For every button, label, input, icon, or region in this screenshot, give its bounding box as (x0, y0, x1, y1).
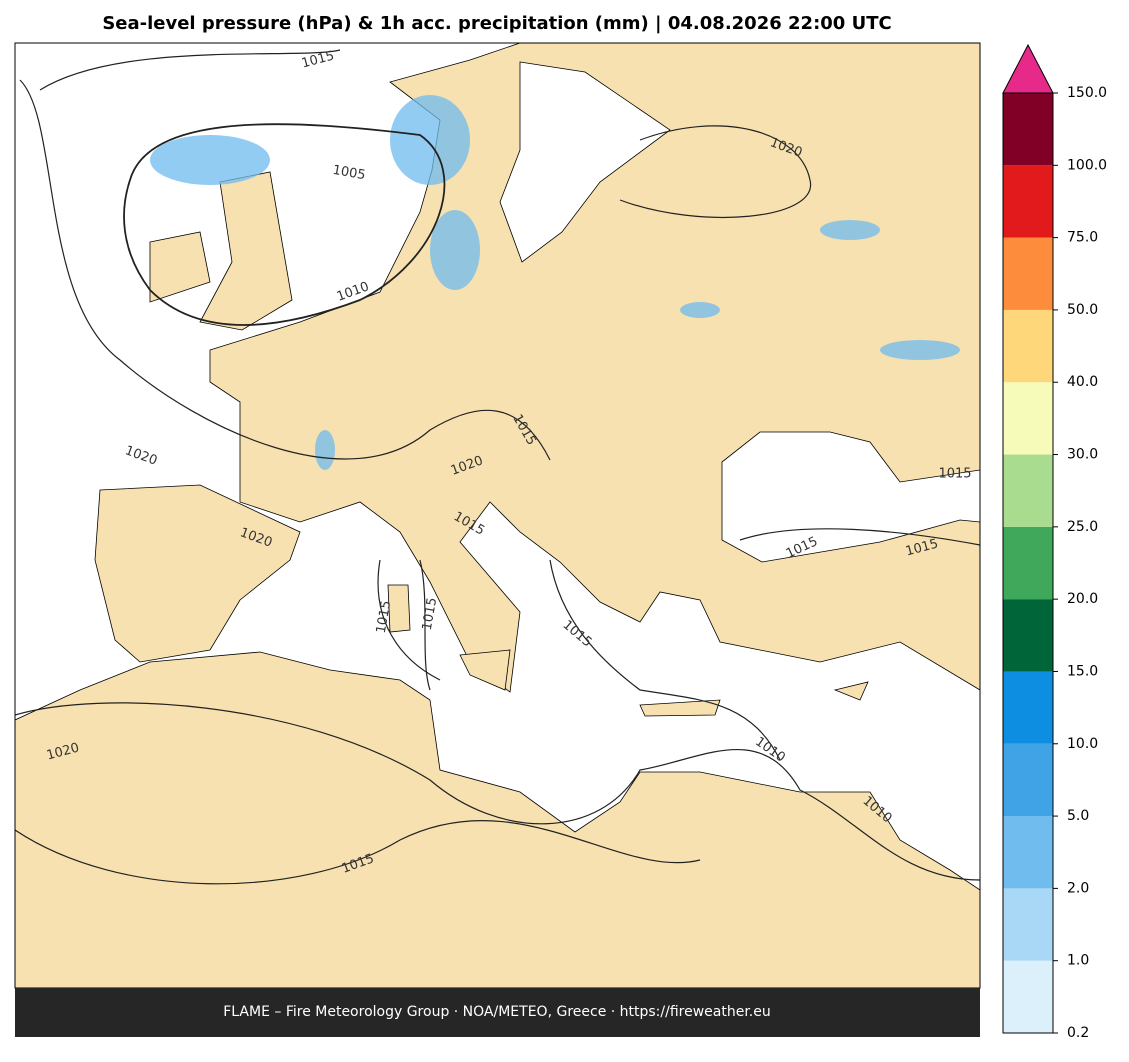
colorbar-frame (1002, 92, 1054, 1034)
colorbar-tick-label: 20.0 (1067, 591, 1098, 607)
colorbar-tick-label: 5.0 (1067, 808, 1089, 824)
footer-bar (15, 988, 980, 1037)
colorbar-swatch (1003, 165, 1053, 238)
isobar (377, 559, 781, 761)
colorbar-tick-label: 15.0 (1067, 663, 1098, 679)
colorbar-swatch (1003, 888, 1053, 961)
crete (639, 699, 721, 717)
colorbar-extend (1002, 43, 1054, 94)
isobar (15, 702, 980, 881)
precip-area (150, 135, 270, 185)
title: Sea-level pressure (hPa) & 1h acc. preci… (102, 13, 891, 34)
colorbar-tick-label: 1.0 (1067, 953, 1089, 969)
colorbar-tick-label: 10.0 (1067, 736, 1098, 752)
colorbar-tick-label: 2.0 (1067, 880, 1089, 896)
colorbar-tick-label: 150.0 (1067, 85, 1107, 101)
colorbar-swatch (1003, 599, 1053, 672)
footer-text: FLAME – Fire Meteorology Group · NOA/MET… (223, 1004, 771, 1020)
sicily (459, 649, 511, 691)
isobar (123, 123, 446, 326)
great-britain (199, 171, 293, 331)
colorbar-tick-label: 100.0 (1067, 157, 1107, 173)
colorbar-tick-label: 50.0 (1067, 302, 1098, 318)
baltic-sea (499, 61, 671, 263)
isobar (619, 125, 980, 546)
colorbar-swatch (1003, 454, 1053, 527)
precip-area (820, 220, 880, 240)
isobar (15, 820, 701, 885)
isobar (19, 49, 551, 461)
sardinia (387, 584, 411, 633)
colorbar-swatch (1003, 743, 1053, 817)
precip-area (430, 210, 480, 290)
cyprus (833, 681, 869, 701)
colorbar-swatch (1003, 816, 1053, 889)
contour-label: 1015 (374, 599, 395, 634)
ireland (149, 231, 211, 303)
colorbar: 0.2 1.0 2.0 5.0 10.0 15.0 20.0 25.0 30.0 40.0 50.0… (1002, 43, 1107, 1041)
precip-area (880, 340, 960, 360)
colorbar-tick-label: 30.0 (1067, 447, 1098, 463)
contour-label: 1015 (420, 596, 441, 631)
africa (15, 651, 980, 988)
contour-label: 1015 (938, 467, 971, 482)
colorbar-swatch (1003, 526, 1053, 600)
isobars (15, 49, 980, 885)
colorbar-swatch (1003, 93, 1053, 166)
precip-area (315, 430, 335, 470)
colorbar-swatch (1003, 671, 1053, 744)
precip-area (680, 302, 720, 318)
europe (209, 43, 980, 693)
colorbar-tick-label: 40.0 (1067, 374, 1098, 390)
colorbar-tick-label: 25.0 (1067, 519, 1098, 535)
colorbar-swatch (1003, 309, 1053, 383)
contour-label: 1005 (331, 163, 366, 184)
colorbar-swatch (1003, 237, 1053, 310)
land (15, 43, 980, 988)
iberia (94, 484, 301, 663)
colorbar-swatch (1003, 382, 1053, 455)
precipitation (150, 95, 960, 470)
colorbar-swatch (1003, 960, 1053, 1033)
colorbar-tick-label: 0.2 (1067, 1025, 1089, 1041)
precip-area (390, 95, 470, 185)
colorbar-tick-label: 75.0 (1067, 230, 1098, 246)
